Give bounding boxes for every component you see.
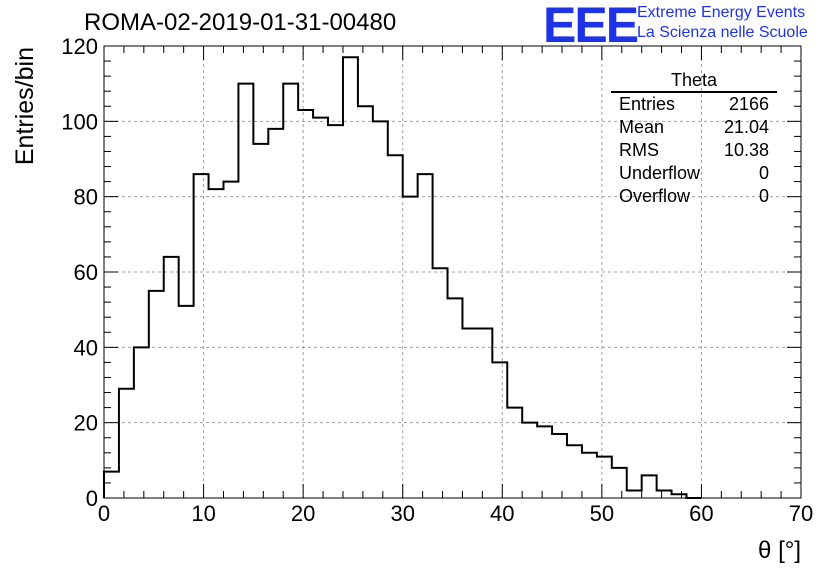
stats-label: Entries xyxy=(619,94,676,114)
y-tick-label: 40 xyxy=(74,335,98,360)
histogram-bin xyxy=(179,306,194,498)
y-tick-label: 120 xyxy=(61,34,98,59)
histogram-bin xyxy=(582,453,597,498)
histogram-bin xyxy=(328,125,343,498)
stats-box: Theta Entries 2166 Mean 21.04 RMS 10.38 … xyxy=(611,70,777,208)
logo-caption-line1: Extreme Energy Events xyxy=(637,4,806,21)
y-axis-label: Entries/bin xyxy=(11,47,39,165)
histogram-bin xyxy=(552,434,567,498)
histogram-bin xyxy=(537,426,552,498)
histogram-bin xyxy=(642,475,657,498)
x-tick-label: 10 xyxy=(191,501,215,526)
logo-caption-line2: La Scienza nelle Scuole xyxy=(637,24,808,41)
histogram-bin xyxy=(104,472,119,498)
stats-value: 0 xyxy=(758,163,769,183)
plot-title: ROMA-02-2019-01-31-00480 xyxy=(84,9,397,36)
histogram-bin xyxy=(373,121,388,498)
x-tick-label: 40 xyxy=(490,501,514,526)
histogram-bin xyxy=(657,490,672,498)
histogram-bin xyxy=(477,329,492,499)
stats-row-rms: RMS 10.38 xyxy=(611,139,777,162)
histogram-bin xyxy=(567,445,582,498)
stats-title: Theta xyxy=(611,70,777,93)
histogram-bin xyxy=(507,408,522,498)
stats-row-underflow: Underflow 0 xyxy=(611,162,777,185)
eee-logo-caption: Extreme Energy Events La Scienza nelle S… xyxy=(637,3,808,43)
stats-row-overflow: Overflow 0 xyxy=(611,185,777,208)
y-tick-label: 60 xyxy=(74,260,98,285)
histogram-bin xyxy=(223,182,238,498)
histogram-bin xyxy=(194,174,209,498)
histogram-bin xyxy=(448,298,463,498)
stats-value: 0 xyxy=(758,186,769,206)
stats-value: 10.38 xyxy=(723,140,769,160)
y-tick-label: 20 xyxy=(74,411,98,436)
x-tick-label: 20 xyxy=(291,501,315,526)
histogram-bin xyxy=(313,118,328,498)
histogram-bin xyxy=(283,84,298,498)
histogram-series-line xyxy=(103,56,702,499)
histogram-bin xyxy=(462,329,477,499)
histogram-bin xyxy=(433,268,448,498)
stats-label: RMS xyxy=(619,140,659,160)
histogram-bin xyxy=(388,155,403,498)
x-tick-label: 60 xyxy=(689,501,713,526)
histogram-bin xyxy=(597,457,612,498)
x-axis-label: θ [°] xyxy=(758,537,801,564)
histogram-bin xyxy=(238,84,253,498)
histogram-bin xyxy=(612,468,627,498)
stats-value: 21.04 xyxy=(723,117,769,137)
histogram-bin xyxy=(268,129,283,498)
histogram-bin xyxy=(149,291,164,498)
histogram-bin xyxy=(209,189,224,498)
stats-value: 2166 xyxy=(728,94,769,114)
histogram-bin xyxy=(418,174,433,498)
stats-label: Underflow xyxy=(619,163,701,183)
x-tick-label: 50 xyxy=(590,501,614,526)
eee-logo: EEE xyxy=(543,0,639,53)
y-tick-label: 100 xyxy=(61,109,98,134)
x-tick-label: 0 xyxy=(98,501,110,526)
stats-row-entries: Entries 2166 xyxy=(611,93,777,116)
stats-label: Overflow xyxy=(619,186,691,206)
histogram-bin xyxy=(298,110,313,498)
histogram-bin xyxy=(522,423,537,498)
histogram-bin xyxy=(358,106,373,498)
histogram-bin xyxy=(627,490,642,498)
stats-row-mean: Mean 21.04 xyxy=(611,116,777,139)
y-tick-label: 80 xyxy=(74,185,98,210)
stats-label: Mean xyxy=(619,117,665,137)
x-tick-label: 30 xyxy=(390,501,414,526)
y-tick-label: 0 xyxy=(86,486,98,511)
histogram-bin xyxy=(119,389,134,498)
x-tick-label: 70 xyxy=(789,501,813,526)
histogram-bin xyxy=(343,57,358,498)
histogram-bin xyxy=(164,257,179,498)
histogram-bin xyxy=(492,362,507,498)
